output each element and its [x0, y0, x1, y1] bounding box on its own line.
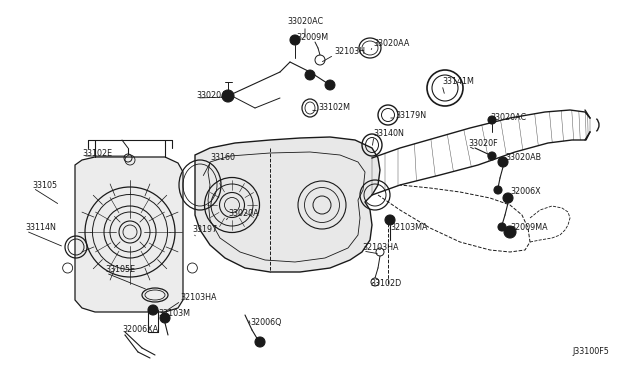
Text: 33197: 33197 — [192, 225, 217, 234]
Text: 32006X: 32006X — [510, 187, 541, 196]
Polygon shape — [195, 137, 380, 272]
Polygon shape — [75, 157, 183, 312]
Text: 33020AC: 33020AC — [196, 90, 232, 99]
Circle shape — [488, 116, 496, 124]
Circle shape — [498, 157, 508, 167]
Text: 33020AC: 33020AC — [287, 17, 323, 26]
Circle shape — [498, 223, 506, 231]
Text: 33105E: 33105E — [105, 266, 135, 275]
Text: 32103HA: 32103HA — [180, 294, 216, 302]
Circle shape — [290, 35, 300, 45]
Text: 32006XA: 32006XA — [122, 326, 158, 334]
Text: 33102D: 33102D — [370, 279, 401, 288]
Text: 33105: 33105 — [32, 180, 57, 189]
Circle shape — [255, 337, 265, 347]
Text: J33100F5: J33100F5 — [572, 347, 609, 356]
Circle shape — [385, 215, 395, 225]
Text: 33114N: 33114N — [25, 224, 56, 232]
Circle shape — [222, 90, 234, 102]
Text: 33141M: 33141M — [442, 77, 474, 87]
Text: 32103HA: 32103HA — [362, 244, 399, 253]
Circle shape — [325, 80, 335, 90]
Text: 32009MA: 32009MA — [510, 224, 548, 232]
Circle shape — [488, 152, 496, 160]
Text: 33020A: 33020A — [228, 208, 259, 218]
Circle shape — [148, 305, 158, 315]
Circle shape — [305, 70, 315, 80]
Text: 33102E: 33102E — [82, 148, 112, 157]
Text: 32103H: 32103H — [334, 48, 365, 57]
Text: 33102M: 33102M — [318, 103, 350, 112]
Circle shape — [503, 193, 513, 203]
Text: 32103MA: 32103MA — [390, 224, 428, 232]
Text: 33020AA: 33020AA — [373, 38, 410, 48]
Text: 32009M: 32009M — [296, 33, 328, 42]
Text: 33179N: 33179N — [395, 110, 426, 119]
Text: 33020F: 33020F — [468, 138, 498, 148]
Circle shape — [494, 186, 502, 194]
Circle shape — [160, 313, 170, 323]
Text: 33020AC: 33020AC — [490, 113, 526, 122]
Text: 32103M: 32103M — [158, 308, 190, 317]
Circle shape — [504, 226, 516, 238]
Text: 32006Q: 32006Q — [250, 318, 282, 327]
Text: 33140N: 33140N — [373, 128, 404, 138]
Text: 33020AB: 33020AB — [505, 154, 541, 163]
Text: 33160: 33160 — [210, 154, 235, 163]
